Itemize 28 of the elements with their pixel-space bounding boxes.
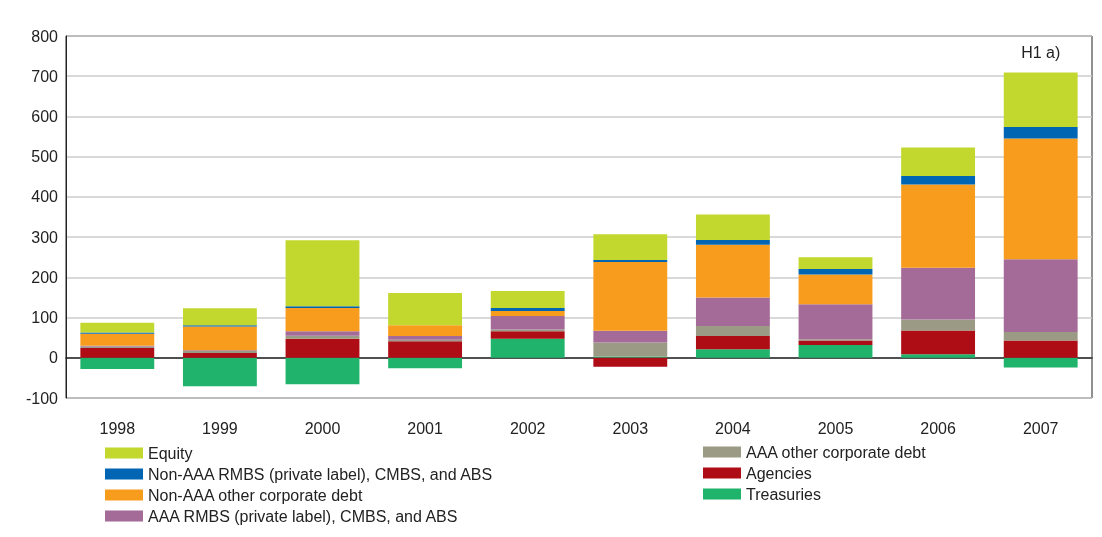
y-tick-label: 600 (31, 107, 59, 125)
x-tick-label: 2004 (715, 419, 751, 437)
x-tick-label: 2003 (612, 419, 649, 437)
legend-label: Non-AAA RMBS (private label), CMBS, and ABS (148, 465, 493, 483)
y-tick-label: 500 (31, 148, 59, 166)
y-tick-label: 400 (31, 188, 59, 206)
x-tick-label: 2006 (920, 419, 956, 437)
x-tick-label: 2005 (817, 419, 854, 437)
y-tick-label: 0 (49, 349, 59, 367)
x-tick-label: 2002 (509, 419, 546, 437)
y-tick-label: 200 (31, 268, 59, 286)
x-tick-label: 2001 (407, 419, 443, 437)
legend-label: Treasuries (746, 485, 821, 503)
legend-label: Agencies (746, 464, 812, 482)
y-tick-label: 700 (31, 67, 59, 85)
x-tick-label: 2007 (1022, 419, 1059, 437)
legend-label: AAA other corporate debt (746, 443, 927, 461)
legend-label: Equity (148, 444, 193, 462)
y-tick-label: 800 (31, 27, 59, 45)
y-tick-label: 100 (31, 309, 59, 327)
legend-label: AAA RMBS (private label), CMBS, and ABS (148, 507, 458, 525)
legend-label: Non-AAA other corporate debt (148, 486, 363, 504)
y-tick-label: -100 (25, 389, 59, 407)
x-tick-label: 1998 (99, 419, 136, 437)
x-tick-label: 1999 (202, 419, 238, 437)
x-tick-label: 2000 (304, 419, 341, 437)
annotation: H1 a) (1021, 44, 1061, 62)
y-tick-label: 300 (31, 228, 59, 246)
